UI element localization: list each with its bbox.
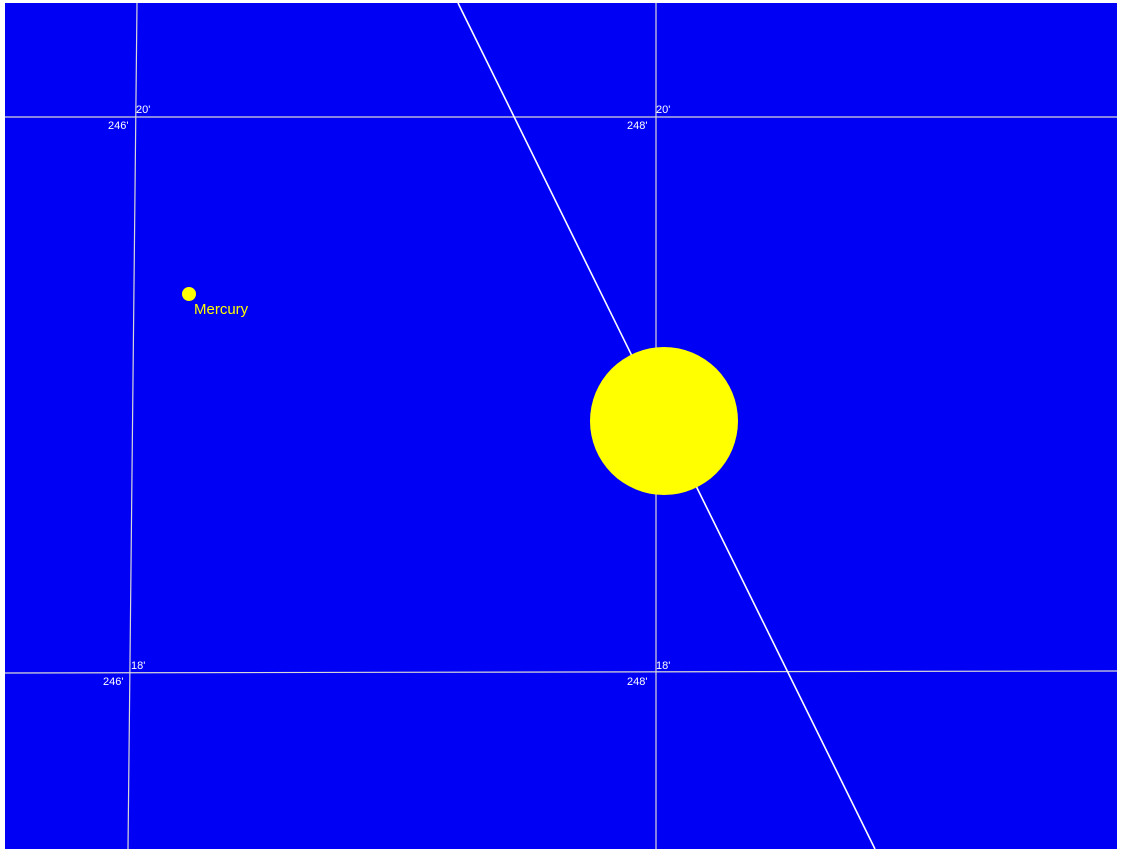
- sky-chart-canvas[interactable]: [5, 3, 1117, 849]
- mercury-label[interactable]: Mercury: [194, 301, 249, 318]
- grid-label-ra-lower-right: 248': [627, 676, 648, 688]
- grid-label-ra-lower-left: 246': [103, 676, 124, 688]
- sun-disc[interactable]: [590, 347, 738, 495]
- grid-line-dec-18: [4, 670, 1118, 674]
- grid-label-dec-upper-left: 20': [136, 104, 151, 116]
- grid-line-ra-246: [127, 2, 138, 850]
- grid-label-ra-upper-right: 248': [627, 120, 648, 132]
- grid-label-dec-upper-right: 20': [656, 104, 671, 116]
- grid-label-ra-upper-left: 246': [108, 120, 129, 132]
- mercury-dot[interactable]: [182, 287, 196, 301]
- grid-label-dec-lower-left: 18': [131, 660, 146, 672]
- grid-label-dec-lower-right: 18': [656, 660, 671, 672]
